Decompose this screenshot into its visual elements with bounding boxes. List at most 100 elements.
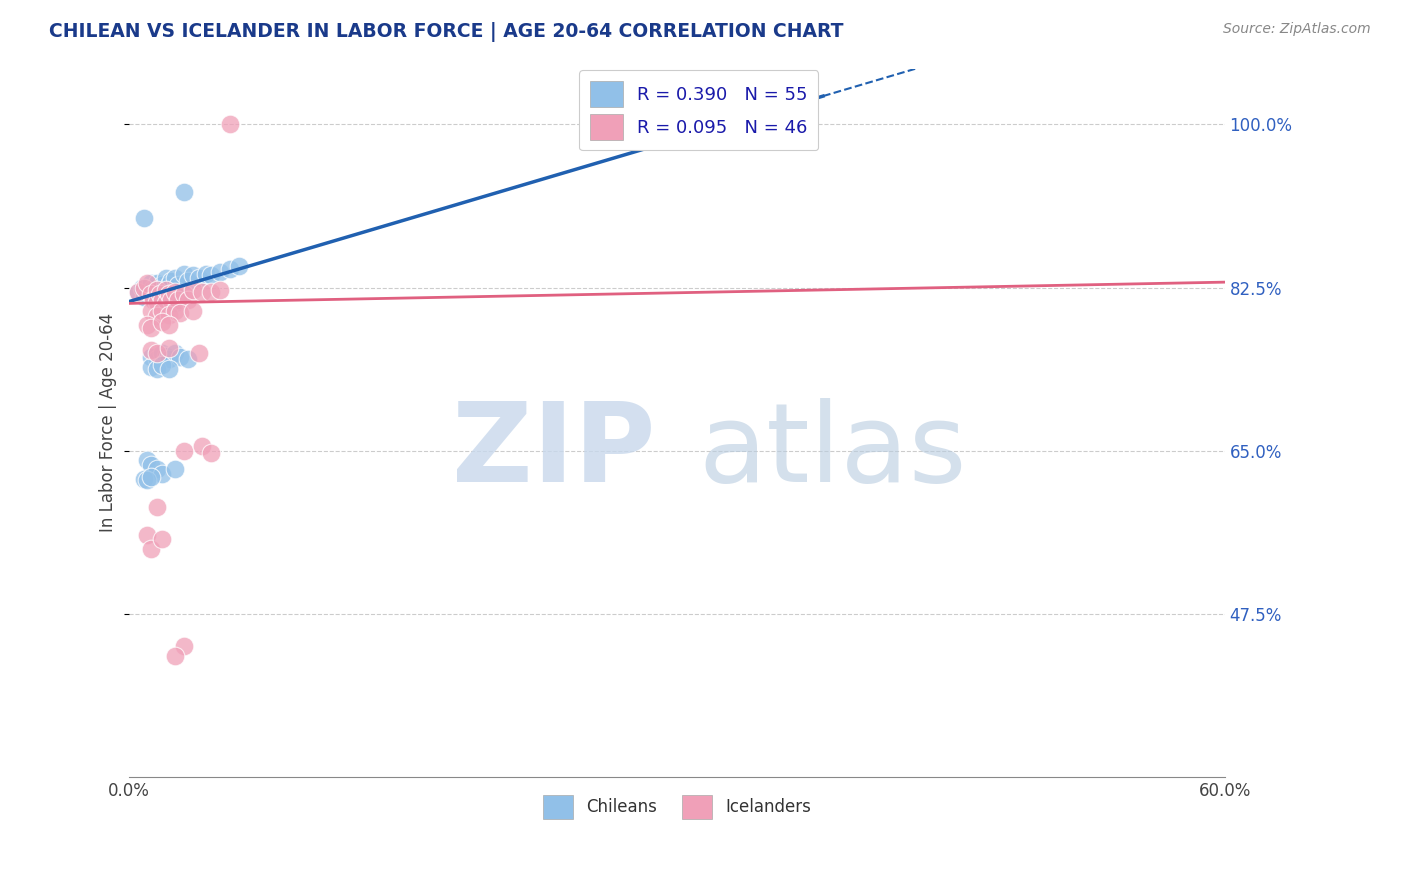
Y-axis label: In Labor Force | Age 20-64: In Labor Force | Age 20-64 (100, 313, 117, 533)
Point (145, 283, 167, 297)
Point (145, 346, 167, 360)
Text: atlas: atlas (699, 398, 967, 505)
Point (139, 285, 162, 300)
Point (145, 361, 167, 376)
Point (163, 303, 186, 318)
Point (136, 276, 159, 290)
Point (200, 445, 222, 459)
Point (150, 293, 173, 307)
Point (139, 458, 162, 472)
Point (145, 309, 167, 323)
Point (139, 343, 162, 357)
Point (209, 283, 232, 297)
Point (155, 285, 177, 300)
Point (157, 318, 180, 332)
Point (173, 185, 195, 199)
Point (150, 467, 173, 481)
Point (155, 283, 177, 297)
Point (191, 439, 214, 453)
Point (157, 287, 180, 301)
Point (173, 443, 195, 458)
Point (132, 472, 155, 486)
Point (187, 271, 209, 285)
Point (150, 303, 173, 318)
Point (127, 285, 149, 300)
Point (150, 294, 173, 309)
Point (160, 293, 183, 307)
Point (191, 285, 214, 300)
Point (157, 293, 180, 307)
Text: ZIP: ZIP (451, 398, 655, 505)
Point (167, 277, 190, 292)
Point (139, 359, 162, 374)
Point (176, 293, 198, 307)
Point (163, 285, 186, 300)
Point (155, 296, 177, 310)
Point (136, 453, 159, 467)
Point (145, 352, 167, 367)
Point (167, 293, 190, 307)
Point (163, 462, 186, 476)
Point (139, 351, 162, 365)
Point (132, 211, 155, 225)
Point (157, 361, 180, 376)
Point (176, 352, 198, 367)
Point (157, 308, 180, 322)
Point (173, 287, 195, 301)
Point (132, 290, 155, 304)
Point (200, 285, 222, 300)
Point (160, 274, 183, 288)
Point (145, 462, 167, 476)
Point (150, 277, 173, 292)
Point (136, 318, 159, 332)
Legend: Chileans, Icelanders: Chileans, Icelanders (536, 789, 818, 825)
Point (139, 541, 162, 556)
Point (155, 271, 177, 285)
Point (169, 351, 191, 365)
Point (169, 290, 191, 304)
Point (218, 118, 240, 132)
Point (209, 265, 232, 279)
Point (142, 293, 165, 307)
Point (157, 341, 180, 355)
Text: CHILEAN VS ICELANDER IN LABOR FORCE | AGE 20-64 CORRELATION CHART: CHILEAN VS ICELANDER IN LABOR FORCE | AG… (49, 22, 844, 42)
Point (132, 280, 155, 294)
Text: Source: ZipAtlas.com: Source: ZipAtlas.com (1223, 22, 1371, 37)
Point (150, 346, 173, 360)
Point (145, 294, 167, 309)
Point (145, 285, 167, 300)
Point (181, 283, 204, 297)
Point (139, 320, 162, 334)
Point (150, 285, 173, 300)
Point (139, 287, 162, 301)
Point (163, 346, 186, 360)
Point (194, 267, 217, 281)
Point (163, 296, 186, 310)
Point (150, 315, 173, 329)
Point (136, 285, 159, 300)
Point (155, 349, 177, 363)
Point (145, 500, 167, 514)
Point (142, 280, 165, 294)
Point (145, 276, 167, 290)
Point (163, 271, 186, 285)
Point (139, 469, 162, 483)
Point (187, 346, 209, 360)
Point (228, 259, 250, 273)
Point (139, 276, 162, 290)
Point (150, 358, 173, 372)
Point (149, 287, 172, 301)
Point (181, 303, 204, 318)
Point (176, 274, 198, 288)
Point (127, 285, 149, 300)
Point (150, 532, 173, 546)
Point (149, 280, 172, 294)
Point (173, 267, 195, 281)
Point (163, 648, 186, 663)
Point (136, 527, 159, 541)
Point (162, 285, 184, 300)
Point (200, 268, 222, 283)
Point (157, 352, 180, 367)
Point (218, 261, 240, 276)
Point (139, 303, 162, 318)
